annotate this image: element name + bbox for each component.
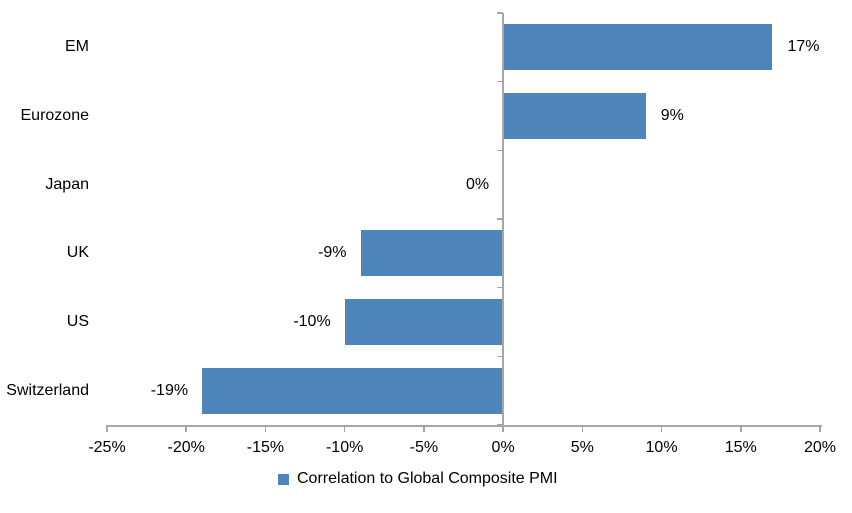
legend-swatch-icon	[278, 473, 289, 485]
x-axis-tick-label: 15%	[724, 439, 757, 456]
category-label-eurozone: Eurozone	[20, 107, 90, 124]
x-axis-tick	[423, 425, 425, 432]
category-label-switzerland: Switzerland	[6, 381, 89, 399]
category-axis-tick	[497, 218, 504, 220]
bar-em	[503, 24, 773, 71]
x-axis-tick	[740, 425, 742, 432]
category-axis-tick	[497, 424, 504, 426]
x-axis-tick	[502, 425, 504, 432]
x-axis-tick	[660, 425, 663, 432]
x-axis-tick	[819, 425, 821, 432]
category-axis-tick	[497, 80, 504, 83]
category-axis-tick	[497, 12, 504, 14]
bar-eurozone	[503, 93, 646, 139]
category-label-uk: UK	[66, 244, 89, 262]
x-axis-tick	[581, 425, 584, 432]
category-axis-tick	[497, 149, 504, 152]
x-axis-tick-label: -20%	[167, 439, 205, 456]
category-label-japan: Japan	[45, 175, 89, 193]
x-axis-tick-label: 0%	[491, 439, 515, 456]
x-axis-tick-label: -25%	[88, 439, 126, 456]
category-label-us: US	[66, 313, 89, 330]
legend: Correlation to Global Composite PMI	[278, 468, 558, 490]
x-axis-tick-label: -15%	[246, 439, 285, 456]
x-axis-tick	[185, 425, 187, 432]
category-axis-line	[502, 13, 504, 427]
bar-value-label-us: -10%	[293, 313, 331, 330]
x-axis-tick	[343, 425, 346, 432]
bar-value-label-uk: -9%	[318, 244, 347, 262]
x-axis-tick	[106, 425, 108, 432]
x-axis-tick-label: -10%	[325, 439, 364, 456]
x-axis-tick	[264, 425, 267, 432]
legend-label: Correlation to Global Composite PMI	[297, 470, 558, 487]
bar-value-label-japan: 0%	[466, 175, 490, 193]
category-label-em: EM	[65, 38, 89, 56]
bar-us	[344, 299, 504, 345]
category-axis-tick	[497, 355, 504, 358]
x-axis-tick-label: 5%	[570, 439, 594, 456]
x-axis-tick-label: -5%	[409, 439, 439, 456]
bar-value-label-eurozone: 9%	[660, 107, 684, 124]
bar-value-label-em: 17%	[787, 38, 820, 56]
category-axis-tick	[497, 286, 504, 289]
x-axis-tick-label: 10%	[645, 439, 678, 456]
bar-value-label-switzerland: -19%	[150, 381, 189, 399]
x-axis-tick-label: 20%	[803, 439, 837, 456]
bar-switzerland	[202, 367, 504, 414]
bar-uk	[360, 230, 504, 277]
x-axis-line	[107, 425, 822, 427]
